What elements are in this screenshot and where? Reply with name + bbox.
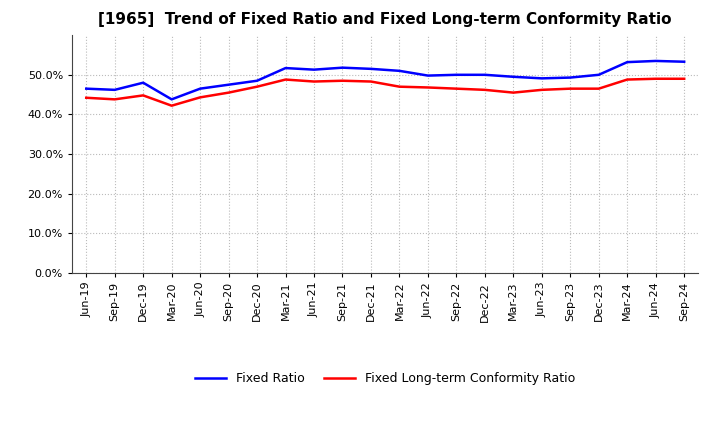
Fixed Ratio bbox=[253, 78, 261, 83]
Fixed Ratio bbox=[110, 87, 119, 92]
Line: Fixed Ratio: Fixed Ratio bbox=[86, 61, 684, 99]
Fixed Long-term Conformity Ratio bbox=[595, 86, 603, 92]
Fixed Long-term Conformity Ratio bbox=[196, 95, 204, 100]
Fixed Long-term Conformity Ratio bbox=[338, 78, 347, 83]
Fixed Long-term Conformity Ratio bbox=[423, 85, 432, 90]
Fixed Long-term Conformity Ratio bbox=[480, 87, 489, 92]
Fixed Ratio bbox=[196, 86, 204, 92]
Fixed Ratio bbox=[338, 65, 347, 70]
Fixed Ratio bbox=[509, 74, 518, 79]
Fixed Long-term Conformity Ratio bbox=[366, 79, 375, 84]
Fixed Long-term Conformity Ratio bbox=[139, 93, 148, 98]
Fixed Ratio bbox=[366, 66, 375, 71]
Fixed Ratio bbox=[310, 67, 318, 72]
Fixed Ratio bbox=[595, 72, 603, 77]
Fixed Ratio bbox=[395, 68, 404, 73]
Line: Fixed Long-term Conformity Ratio: Fixed Long-term Conformity Ratio bbox=[86, 79, 684, 106]
Title: [1965]  Trend of Fixed Ratio and Fixed Long-term Conformity Ratio: [1965] Trend of Fixed Ratio and Fixed Lo… bbox=[99, 12, 672, 27]
Fixed Long-term Conformity Ratio bbox=[282, 77, 290, 82]
Fixed Long-term Conformity Ratio bbox=[395, 84, 404, 89]
Fixed Long-term Conformity Ratio bbox=[566, 86, 575, 92]
Fixed Ratio bbox=[225, 82, 233, 87]
Legend: Fixed Ratio, Fixed Long-term Conformity Ratio: Fixed Ratio, Fixed Long-term Conformity … bbox=[190, 367, 580, 390]
Fixed Long-term Conformity Ratio bbox=[537, 87, 546, 92]
Fixed Ratio bbox=[82, 86, 91, 92]
Fixed Ratio bbox=[480, 72, 489, 77]
Fixed Long-term Conformity Ratio bbox=[680, 76, 688, 81]
Fixed Ratio bbox=[139, 80, 148, 85]
Fixed Long-term Conformity Ratio bbox=[452, 86, 461, 92]
Fixed Ratio bbox=[680, 59, 688, 64]
Fixed Long-term Conformity Ratio bbox=[310, 79, 318, 84]
Fixed Ratio bbox=[566, 75, 575, 80]
Fixed Long-term Conformity Ratio bbox=[167, 103, 176, 108]
Fixed Ratio bbox=[652, 58, 660, 63]
Fixed Long-term Conformity Ratio bbox=[509, 90, 518, 95]
Fixed Ratio bbox=[452, 72, 461, 77]
Fixed Long-term Conformity Ratio bbox=[225, 90, 233, 95]
Fixed Ratio bbox=[167, 97, 176, 102]
Fixed Long-term Conformity Ratio bbox=[82, 95, 91, 100]
Fixed Ratio bbox=[623, 59, 631, 65]
Fixed Long-term Conformity Ratio bbox=[623, 77, 631, 82]
Fixed Long-term Conformity Ratio bbox=[110, 97, 119, 102]
Fixed Ratio bbox=[537, 76, 546, 81]
Fixed Ratio bbox=[423, 73, 432, 78]
Fixed Ratio bbox=[282, 66, 290, 71]
Fixed Long-term Conformity Ratio bbox=[652, 76, 660, 81]
Fixed Long-term Conformity Ratio bbox=[253, 84, 261, 89]
